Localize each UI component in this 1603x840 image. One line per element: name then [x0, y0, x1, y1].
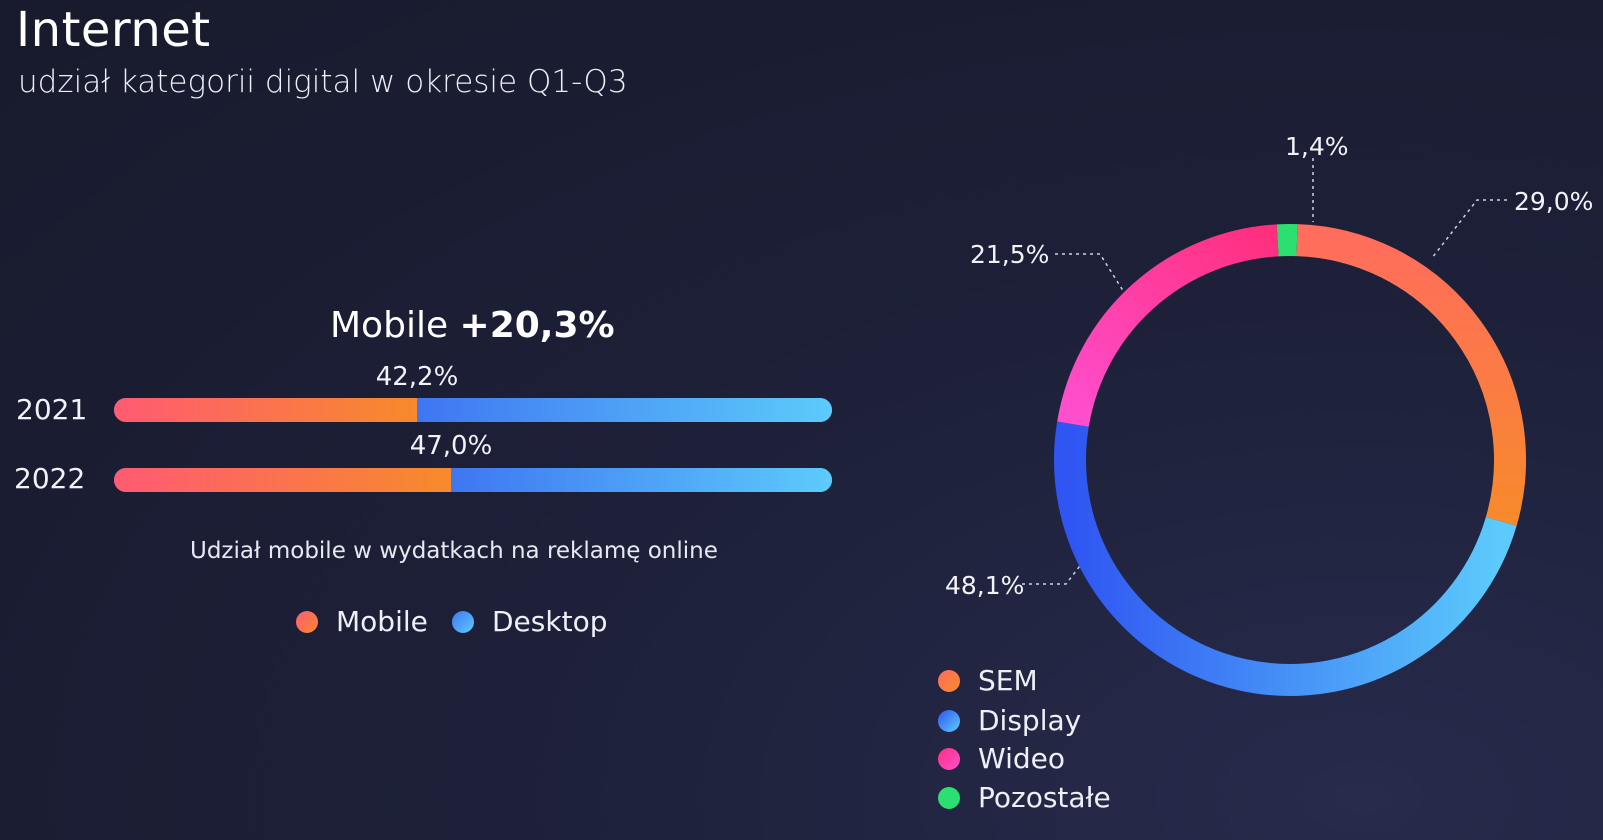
- donut-legend-label-sem: SEM: [978, 664, 1038, 697]
- bar-value-2021: 42,2%: [375, 362, 459, 392]
- donut-legend-label-pozostale: Pozostałe: [978, 781, 1111, 814]
- donut-legend-display: Display: [938, 704, 1081, 737]
- donut-legend-dot-wideo: [938, 747, 960, 770]
- donut-label-sem: 29,0%: [1514, 187, 1594, 216]
- year-label-2021: 2021: [16, 393, 88, 426]
- donut-label-display: 48,1%: [945, 571, 1025, 600]
- bar-mobile-2022: [114, 468, 451, 492]
- bar-desktop-2021: [417, 398, 832, 422]
- legend-label-mobile: Mobile: [336, 605, 428, 638]
- donut-legend-pozostale: Pozostałe: [938, 781, 1111, 814]
- donut-slice-display: [1054, 421, 1517, 696]
- donut-legend-wideo: Wideo: [938, 742, 1065, 775]
- digital-share-donut-chart: [1054, 224, 1526, 696]
- bar-value-2022: 47,0%: [409, 431, 493, 461]
- legend-item-desktop: Desktop: [452, 605, 607, 638]
- donut-legend-label-display: Display: [978, 704, 1082, 737]
- donut-legend-dot-pozostale: [938, 786, 960, 809]
- donut-label-wideo: 21,5%: [970, 240, 1050, 269]
- donut-legend-dot-sem: [938, 669, 960, 692]
- donut-slice-wideo: [1057, 224, 1279, 427]
- donut-legend-dot-display: [938, 709, 960, 732]
- donut-legend-sem: SEM: [938, 664, 1038, 697]
- page-title: Internet: [16, 2, 211, 58]
- legend-label-desktop: Desktop: [492, 605, 608, 638]
- donut-label-pozostale: 1,4%: [1285, 132, 1349, 161]
- bar-row-2022: [114, 468, 832, 492]
- bar-desktop-2022: [451, 468, 832, 492]
- legend-item-mobile: Mobile: [296, 605, 428, 638]
- donut-slice-sem: [1296, 224, 1526, 526]
- bar-mobile-2021: [114, 398, 417, 422]
- year-label-2022: 2022: [14, 462, 86, 495]
- bar-row-2021: [114, 398, 832, 422]
- headline-delta: +20,3%: [459, 305, 615, 346]
- legend-dot-desktop: [452, 610, 474, 633]
- bar-chart-caption: Udział mobile w wydatkach na reklamę onl…: [190, 538, 718, 564]
- page-subtitle: udział kategorii digital w okresie Q1-Q3: [18, 64, 628, 100]
- donut-legend-label-wideo: Wideo: [978, 742, 1065, 775]
- headline-prefix: Mobile: [330, 305, 460, 346]
- legend-dot-mobile: [296, 610, 318, 633]
- bar-chart-headline: Mobile +20,3%: [330, 305, 615, 346]
